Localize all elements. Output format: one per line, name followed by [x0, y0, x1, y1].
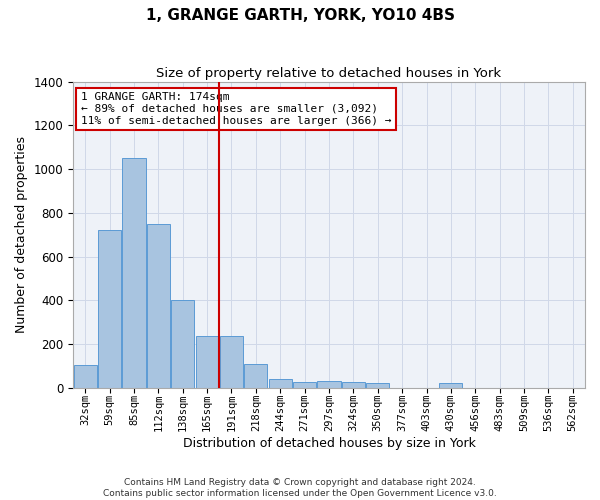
- Text: Contains HM Land Registry data © Crown copyright and database right 2024.
Contai: Contains HM Land Registry data © Crown c…: [103, 478, 497, 498]
- Bar: [293, 382, 316, 388]
- Bar: [98, 230, 121, 388]
- Bar: [171, 300, 194, 388]
- Bar: [147, 224, 170, 388]
- Text: 1 GRANGE GARTH: 174sqm
← 89% of detached houses are smaller (3,092)
11% of semi-: 1 GRANGE GARTH: 174sqm ← 89% of detached…: [81, 92, 391, 126]
- Bar: [220, 336, 243, 388]
- Bar: [366, 384, 389, 388]
- Bar: [317, 381, 341, 388]
- Bar: [122, 158, 146, 388]
- Bar: [74, 364, 97, 388]
- Bar: [269, 379, 292, 388]
- Bar: [342, 382, 365, 388]
- Bar: [196, 336, 218, 388]
- Bar: [439, 384, 463, 388]
- Y-axis label: Number of detached properties: Number of detached properties: [15, 136, 28, 333]
- X-axis label: Distribution of detached houses by size in York: Distribution of detached houses by size …: [182, 437, 475, 450]
- Text: 1, GRANGE GARTH, YORK, YO10 4BS: 1, GRANGE GARTH, YORK, YO10 4BS: [146, 8, 455, 22]
- Title: Size of property relative to detached houses in York: Size of property relative to detached ho…: [157, 68, 502, 80]
- Bar: [244, 364, 268, 388]
